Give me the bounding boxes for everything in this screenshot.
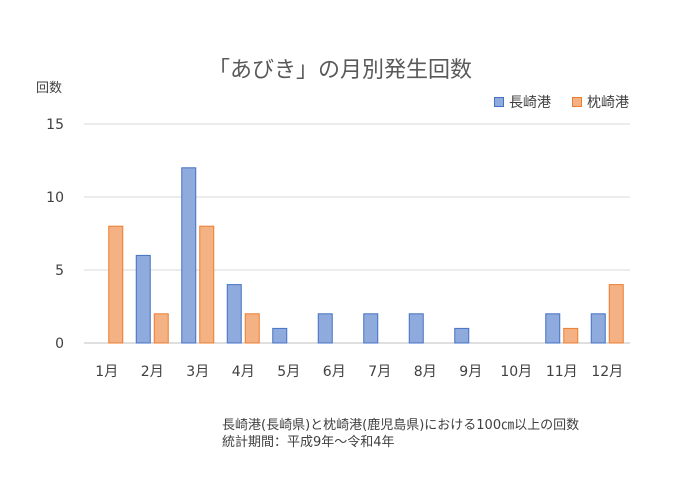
bar-nagasaki bbox=[363, 313, 379, 344]
footnote-scope: 長崎港(長崎県)と枕崎港(鹿児島県)における100㎝以上の回数 bbox=[222, 418, 580, 433]
x-tick-label: 5月 bbox=[277, 364, 300, 380]
x-tick-label: 11月 bbox=[546, 364, 578, 380]
footnote-period: 統計期間：平成9年～令和4年 bbox=[222, 435, 395, 450]
bar-nagasaki bbox=[454, 327, 470, 344]
legend-label-nagasaki: 長崎港 bbox=[509, 95, 551, 111]
bar-makurazaki bbox=[563, 327, 579, 344]
y-tick-label: 10 bbox=[46, 190, 64, 206]
legend-swatch-makurazaki bbox=[572, 97, 582, 107]
bar-nagasaki bbox=[317, 313, 333, 344]
x-tick-label: 2月 bbox=[141, 364, 164, 380]
bar-nagasaki bbox=[408, 313, 424, 344]
x-tick-label: 10月 bbox=[500, 364, 532, 380]
legend-item-makurazaki: 枕崎港 bbox=[572, 92, 629, 112]
bar-makurazaki bbox=[244, 313, 260, 344]
bar-nagasaki bbox=[272, 327, 288, 344]
x-tick-label: 1月 bbox=[95, 364, 118, 380]
legend-swatch-nagasaki bbox=[494, 97, 504, 107]
chart-title: 「あびき」の月別発生回数 bbox=[207, 58, 472, 83]
bar-nagasaki bbox=[135, 254, 151, 344]
bar-makurazaki bbox=[199, 225, 215, 344]
bar-nagasaki bbox=[590, 313, 606, 344]
bar-nagasaki bbox=[226, 284, 242, 344]
x-tick-label: 3月 bbox=[186, 364, 209, 380]
x-tick-label: 12月 bbox=[591, 364, 623, 380]
x-tick-label: 8月 bbox=[414, 364, 437, 380]
bar-makurazaki bbox=[608, 284, 624, 344]
legend-label-makurazaki: 枕崎港 bbox=[587, 95, 629, 111]
bar-nagasaki bbox=[181, 167, 197, 344]
x-tick-label: 7月 bbox=[368, 364, 391, 380]
bar-makurazaki bbox=[153, 313, 169, 344]
bar-nagasaki bbox=[545, 313, 561, 344]
y-tick-label: 15 bbox=[46, 117, 64, 133]
y-tick-label: 5 bbox=[55, 263, 64, 279]
y-axis-label: 回数 bbox=[36, 81, 63, 96]
legend-item-nagasaki: 長崎港 bbox=[494, 92, 551, 112]
bar-makurazaki bbox=[108, 225, 124, 344]
x-tick-label: 6月 bbox=[323, 364, 346, 380]
x-tick-label: 9月 bbox=[459, 364, 482, 380]
y-tick-label: 0 bbox=[55, 336, 64, 352]
x-tick-label: 4月 bbox=[232, 364, 255, 380]
